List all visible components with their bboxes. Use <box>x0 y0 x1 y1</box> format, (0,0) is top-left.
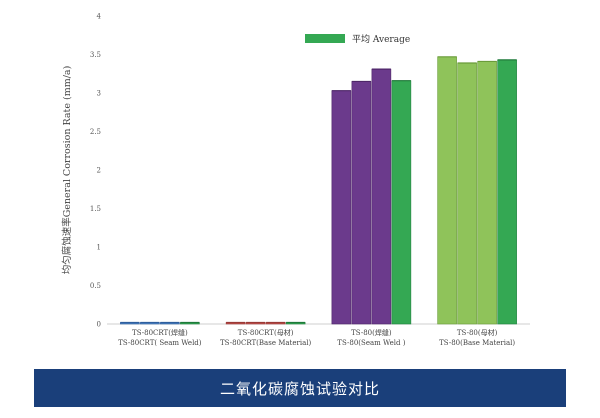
y-tick-label: 3 <box>97 90 101 98</box>
sample-bar <box>457 62 477 325</box>
category-label-line1: TS-80CRT(焊缝) <box>132 328 188 337</box>
category-label-line1: TS-80(母材) <box>457 328 498 337</box>
category-label-line2: TS-80CRT(Base Material) <box>220 339 311 347</box>
category-label-line1: TS-80(焊缝) <box>351 328 392 337</box>
y-tick-label: 2.5 <box>90 128 101 136</box>
y-tick-label: 1 <box>97 244 101 252</box>
y-tick-label: 0.5 <box>90 282 101 290</box>
caption-bar: 二氧化碳腐蚀试验对比 <box>34 369 566 407</box>
y-tick-label: 3.5 <box>90 51 101 59</box>
sample-bar <box>371 68 392 325</box>
category-label-line2: TS-80CRT( Seam Weld) <box>118 339 202 347</box>
legend-swatch <box>305 34 345 43</box>
category-label-line2: TS-80(Base Material) <box>439 339 515 347</box>
y-axis-label: 均匀腐蚀速率General Corrosion Rate (mm/a) <box>61 66 73 275</box>
y-tick-label: 1.5 <box>90 205 101 213</box>
sample-bar <box>477 61 497 325</box>
y-tick-label: 0 <box>97 321 101 329</box>
sample-bar <box>437 56 457 325</box>
sample-bar <box>331 90 352 325</box>
y-tick-label: 2 <box>97 167 101 175</box>
chart-area: 0 0.5 1 1.5 2 2.5 3 3.5 4 均匀腐蚀速率General Corrosion… <box>61 13 530 347</box>
y-tick-label: 4 <box>97 13 102 21</box>
bar-chart: 0 0.5 1 1.5 2 2.5 3 3.5 4 均匀腐蚀速率General Corrosion… <box>61 13 530 347</box>
legend-label: 平均 Average <box>352 33 410 45</box>
average-bar <box>497 59 517 325</box>
average-bar <box>391 80 412 325</box>
sample-bar <box>351 81 372 325</box>
category-label-line1: TS-80CRT(母材) <box>238 328 294 337</box>
category-label-line2: TS-80(Seam Weld ) <box>337 339 405 347</box>
caption-text: 二氧化碳腐蚀试验对比 <box>219 379 380 398</box>
